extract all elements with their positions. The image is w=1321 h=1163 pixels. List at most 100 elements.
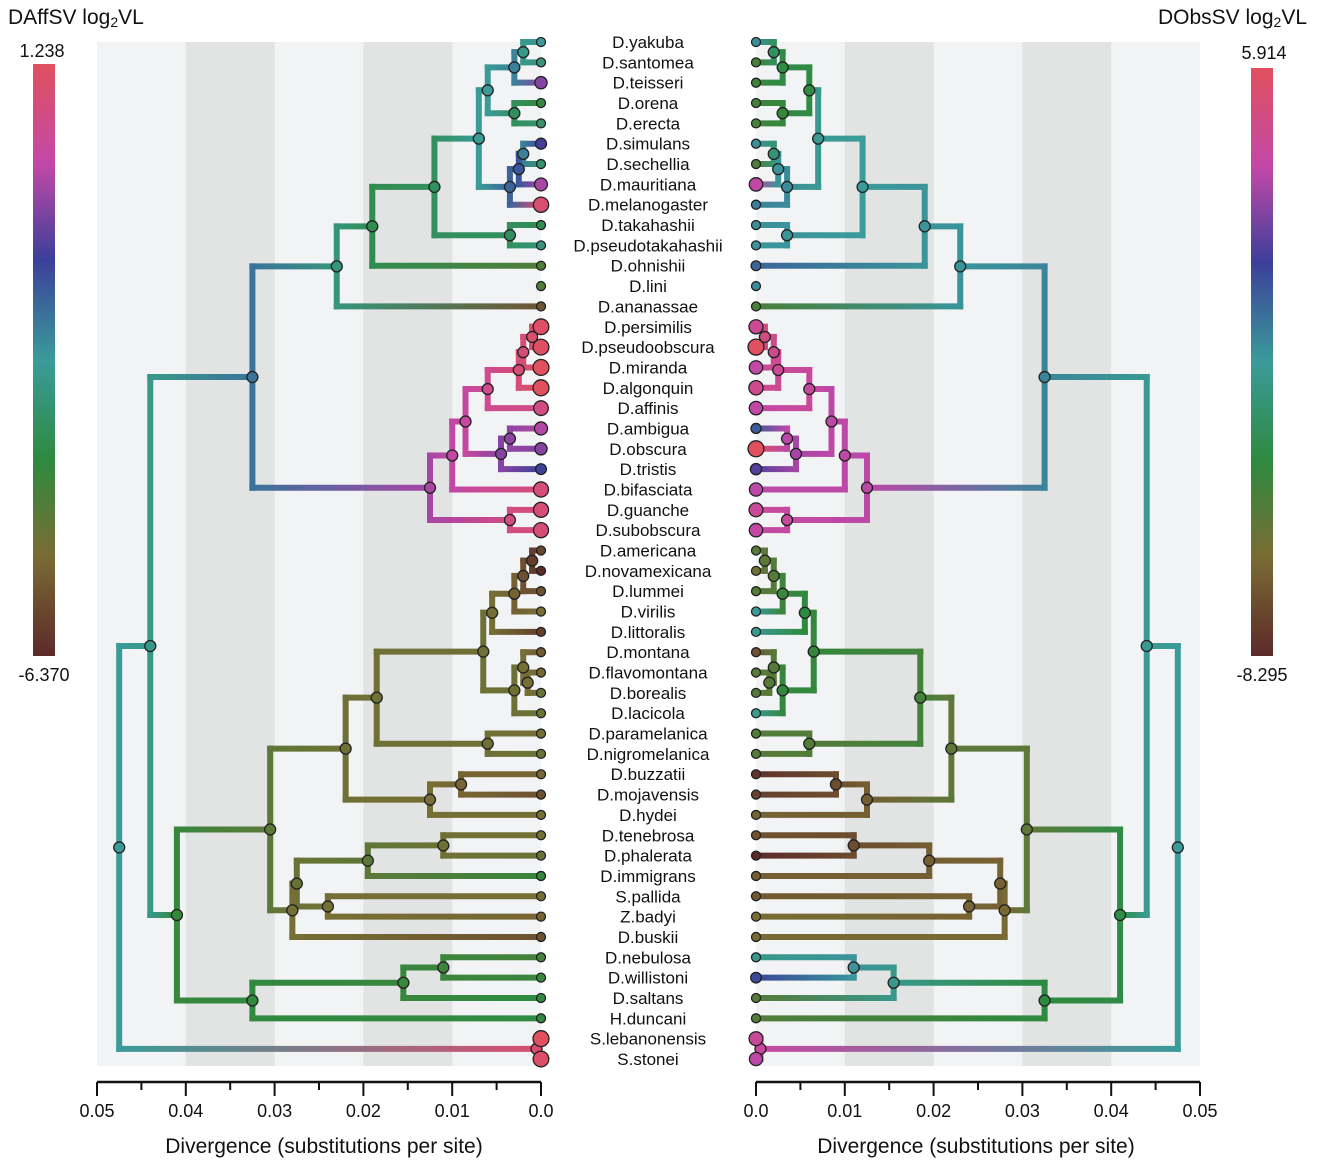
right-band-dark: [844, 42, 934, 1066]
right-tip-node: [750, 891, 762, 902]
taxon-label: D.mojavensis: [597, 786, 699, 805]
taxon-label: D.mauritiana: [600, 175, 697, 194]
right-internal-node: [860, 481, 874, 494]
left-tip-node: [532, 196, 550, 213]
left-internal-node: [423, 481, 437, 494]
taxon-label: D.lini: [629, 277, 667, 296]
right-internal-node: [780, 229, 794, 242]
left-tip-node: [532, 521, 550, 539]
left-axis-tick-label: 0.02: [346, 1101, 381, 1121]
left-axis-tick-label: 0.01: [435, 1101, 470, 1121]
left-tip-node: [533, 421, 549, 436]
right-internal-node: [776, 61, 789, 74]
right-internal-node: [789, 447, 803, 461]
right-internal-node: [962, 900, 976, 913]
right-tip-node: [750, 586, 762, 597]
taxon-label: D.miranda: [609, 358, 688, 377]
left-tip-node: [535, 586, 547, 597]
left-internal-node: [246, 994, 259, 1007]
left-tip-node: [535, 36, 547, 48]
left-tip-node: [532, 358, 550, 377]
left-tip-node: [535, 97, 547, 109]
right-internal-node: [994, 877, 1007, 890]
left-tip-node: [532, 318, 550, 336]
left-colorbar-min: -6.370: [18, 665, 69, 685]
taxon-label: D.montana: [606, 643, 690, 662]
left-internal-node: [481, 382, 494, 396]
left-axis-tick-label: 0.05: [79, 1101, 114, 1121]
left-internal-node: [321, 900, 335, 913]
left-tip-node: [533, 400, 549, 417]
left-internal-node: [446, 449, 459, 462]
right-internal-node: [767, 569, 780, 583]
left-tip-node: [535, 728, 547, 739]
left-internal-node: [525, 554, 539, 567]
left-internal-node: [503, 513, 517, 527]
left-axis-tick-label: 0.0: [528, 1101, 553, 1121]
right-band-dark: [1022, 42, 1112, 1066]
right-axis: 0.0 0.01 0.02 0.03 0.04 0.05 Divergence (subs…: [743, 1080, 1218, 1158]
right-axis-tick-label: 0.03: [1005, 1101, 1040, 1121]
left-internal-node: [481, 84, 494, 97]
left-internal-node: [512, 162, 525, 176]
right-internal-node: [945, 742, 958, 755]
left-tip-node: [534, 463, 548, 476]
taxon-label: D.tenebrosa: [602, 826, 695, 845]
taxon-label: D.borealis: [610, 684, 687, 703]
taxon-label: D.immigrans: [600, 867, 695, 886]
taxon-label: D.orena: [618, 94, 679, 113]
left-internal-node: [517, 661, 530, 674]
left-tip-node: [535, 280, 547, 292]
left-tip-node: [535, 687, 547, 699]
left-internal-node: [508, 587, 521, 600]
taxon-label: D.buskii: [618, 928, 678, 947]
right-nodes: [747, 36, 1184, 1067]
left-tip-node: [535, 931, 547, 943]
left-internal-node: [503, 229, 517, 242]
right-internal-node: [767, 661, 780, 674]
right-internal-node: [780, 513, 794, 527]
taxon-label: D.pseudoobscura: [581, 338, 715, 357]
right-internal-node: [829, 778, 843, 791]
taxon-label: D.persimilis: [604, 318, 692, 337]
taxon-label: D.lacicola: [611, 704, 685, 723]
left-internal-node: [290, 877, 303, 890]
right-internal-node: [1140, 639, 1153, 653]
taxon-label: D.nigromelanica: [587, 745, 710, 764]
right-internal-node: [812, 132, 825, 145]
right-internal-node: [780, 180, 794, 194]
taxon-label: D.ambigua: [607, 419, 690, 438]
left-internal-node: [477, 645, 490, 658]
right-tip-node: [750, 809, 762, 821]
left-internal-node: [423, 793, 437, 806]
right-tip-node: [750, 667, 762, 678]
left-internal-node: [437, 961, 450, 974]
left-internal-node: [503, 432, 517, 445]
left-tip-node: [535, 219, 547, 231]
right-colorbar: DObsSV log2VL 5.914 -8.295: [1158, 6, 1307, 685]
right-internal-node: [860, 793, 874, 806]
left-tip-node: [535, 545, 547, 556]
right-internal-node: [914, 691, 927, 704]
right-internal-node: [776, 107, 789, 120]
left-tip-node: [535, 240, 547, 251]
right-tip-node: [750, 57, 762, 68]
right-tip-node: [748, 319, 764, 335]
right-tip-node: [750, 77, 762, 88]
right-tip-node: [748, 177, 764, 192]
taxon-label: D.simulans: [606, 135, 690, 154]
right-internal-node: [798, 606, 811, 619]
left-tip-node: [535, 1013, 547, 1024]
taxon-label: D.tristis: [620, 460, 677, 479]
taxon-label-highlighted: D.affinis: [617, 399, 678, 418]
taxon-label: H.duncani: [610, 1009, 687, 1028]
taxon-label: D.subobscura: [596, 521, 701, 540]
right-tip-node: [750, 931, 762, 943]
right-internal-node: [838, 449, 851, 462]
left-tip-node: [535, 647, 547, 658]
left-tip-node: [535, 606, 547, 617]
left-tip-node: [535, 870, 547, 882]
right-internal-node: [1171, 841, 1184, 854]
left-internal-node: [246, 370, 259, 384]
left-internal-node: [521, 676, 534, 689]
